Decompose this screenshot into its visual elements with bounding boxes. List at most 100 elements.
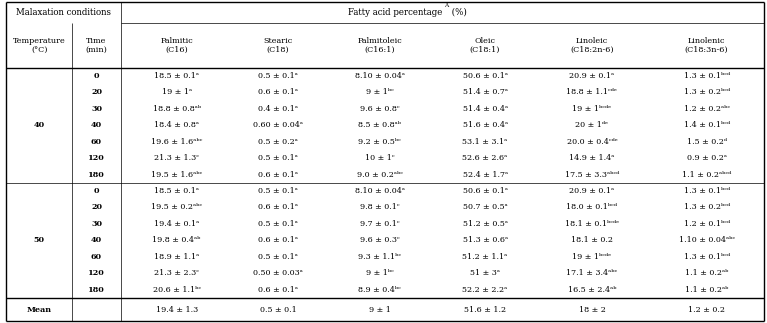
Text: 51 ± 3ᵃ: 51 ± 3ᵃ (470, 269, 500, 277)
Text: 8.9 ± 0.4ᵇᶜ: 8.9 ± 0.4ᵇᶜ (358, 286, 401, 294)
Text: 9.6 ± 0.3ᶜ: 9.6 ± 0.3ᶜ (360, 236, 400, 244)
Text: 19.6 ± 1.6ᵃᵇᶜ: 19.6 ± 1.6ᵃᵇᶜ (151, 138, 202, 146)
Text: 18.5 ± 0.1ᵃ: 18.5 ± 0.1ᵃ (154, 187, 199, 195)
Text: 0.4 ± 0.1ᵃ: 0.4 ± 0.1ᵃ (258, 105, 298, 113)
Text: 18.4 ± 0.8ᵃ: 18.4 ± 0.8ᵃ (154, 121, 199, 129)
Text: 20.0 ± 0.4ᶜᵈᵉ: 20.0 ± 0.4ᶜᵈᵉ (567, 138, 617, 146)
Text: 1.1 ± 0.2ᵃᵇᶜᵈ: 1.1 ± 0.2ᵃᵇᶜᵈ (682, 171, 731, 179)
Text: Palmitoleic
(C16:1): Palmitoleic (C16:1) (357, 36, 402, 54)
Text: 51.6 ± 0.4ᵃ: 51.6 ± 0.4ᵃ (463, 121, 508, 129)
Text: A: A (444, 3, 448, 8)
Text: 1.3 ± 0.1ᵇᶜᵈ: 1.3 ± 0.1ᵇᶜᵈ (683, 187, 729, 195)
Text: 18.0 ± 0.1ᵇᶜᵈ: 18.0 ± 0.1ᵇᶜᵈ (567, 203, 617, 212)
Text: 1.10 ± 0.04ᵃᵇᶜ: 1.10 ± 0.04ᵃᵇᶜ (679, 236, 735, 244)
Text: 9 ± 1ᵇᶜ: 9 ± 1ᵇᶜ (366, 89, 393, 97)
Text: 19 ± 1ᵃ: 19 ± 1ᵃ (162, 89, 192, 97)
Text: 18.9 ± 1.1ᵃ: 18.9 ± 1.1ᵃ (154, 253, 199, 261)
Text: 50: 50 (34, 236, 44, 244)
Text: 8.5 ± 0.8ᵃᵇ: 8.5 ± 0.8ᵃᵇ (358, 121, 401, 129)
Text: 51.3 ± 0.6ᵃ: 51.3 ± 0.6ᵃ (463, 236, 508, 244)
Text: 19 ± 1ᵇᶜᵈᵉ: 19 ± 1ᵇᶜᵈᵉ (572, 105, 611, 113)
Text: 51.2 ± 1.1ᵃ: 51.2 ± 1.1ᵃ (463, 253, 508, 261)
Text: 1.3 ± 0.1ᵇᶜᵈ: 1.3 ± 0.1ᵇᶜᵈ (683, 253, 729, 261)
Text: 51.4 ± 0.4ᵃ: 51.4 ± 0.4ᵃ (463, 105, 508, 113)
Text: 50.6 ± 0.1ᵃ: 50.6 ± 0.1ᵃ (463, 187, 508, 195)
Text: 18.1 ± 0.2: 18.1 ± 0.2 (571, 236, 613, 244)
Text: Linolenic
(C18:3n-6): Linolenic (C18:3n-6) (685, 36, 729, 54)
Text: 0.50 ± 0.03ᵃ: 0.50 ± 0.03ᵃ (253, 269, 303, 277)
Text: 8.10 ± 0.04ᵃ: 8.10 ± 0.04ᵃ (354, 72, 405, 80)
Text: 19.8 ± 0.4ᵃᵇ: 19.8 ± 0.4ᵃᵇ (153, 236, 201, 244)
Text: 30: 30 (91, 105, 102, 113)
Text: 180: 180 (88, 286, 105, 294)
Text: 60: 60 (91, 253, 102, 261)
Text: 1.5 ± 0.2ᵈ: 1.5 ± 0.2ᵈ (686, 138, 726, 146)
Text: 0.60 ± 0.04ᵃ: 0.60 ± 0.04ᵃ (253, 121, 303, 129)
Text: 9.7 ± 0.1ᶜ: 9.7 ± 0.1ᶜ (360, 220, 400, 228)
Text: 0.5 ± 0.1ᵃ: 0.5 ± 0.1ᵃ (258, 187, 298, 195)
Text: 9.2 ± 0.5ᵇᶜ: 9.2 ± 0.5ᵇᶜ (358, 138, 401, 146)
Text: 1.2 ± 0.1ᵇᶜᵈ: 1.2 ± 0.1ᵇᶜᵈ (683, 220, 729, 228)
Text: 9.0 ± 0.2ᵃᵇᶜ: 9.0 ± 0.2ᵃᵇᶜ (357, 171, 403, 179)
Text: 0.6 ± 0.1ᵃ: 0.6 ± 0.1ᵃ (258, 89, 298, 97)
Text: 17.1 ± 3.4ᵃᵇᶜ: 17.1 ± 3.4ᵃᵇᶜ (566, 269, 617, 277)
Text: Linoleic
(C18:2n-6): Linoleic (C18:2n-6) (570, 36, 614, 54)
Text: 30: 30 (91, 220, 102, 228)
Text: 1.1 ± 0.2ᵃᵇ: 1.1 ± 0.2ᵃᵇ (685, 286, 729, 294)
Text: 0.5 ± 0.1ᵃ: 0.5 ± 0.1ᵃ (258, 220, 298, 228)
Text: 0: 0 (94, 72, 99, 80)
Text: 50.7 ± 0.5ᵃ: 50.7 ± 0.5ᵃ (463, 203, 508, 212)
Text: Mean: Mean (27, 306, 51, 314)
Text: 1.4 ± 0.1ᵇᶜᵈ: 1.4 ± 0.1ᵇᶜᵈ (683, 121, 729, 129)
Text: 18.1 ± 0.1ᵇᶜᵈᵉ: 18.1 ± 0.1ᵇᶜᵈᵉ (565, 220, 619, 228)
Text: 51.6 ± 1.2: 51.6 ± 1.2 (464, 306, 506, 314)
Text: 0.6 ± 0.1ᵃ: 0.6 ± 0.1ᵃ (258, 286, 298, 294)
Text: 20.9 ± 0.1ᵃ: 20.9 ± 0.1ᵃ (569, 72, 614, 80)
Text: 19.5 ± 1.6ᵃᵇᶜ: 19.5 ± 1.6ᵃᵇᶜ (151, 171, 202, 179)
Text: Palmitic
(C16): Palmitic (C16) (160, 36, 193, 54)
Text: 14.9 ± 1.4ᵃ: 14.9 ± 1.4ᵃ (569, 154, 614, 162)
Text: 9 ± 1ᵇᶜ: 9 ± 1ᵇᶜ (366, 269, 393, 277)
Text: 19 ± 1ᵇᶜᵈᵉ: 19 ± 1ᵇᶜᵈᵉ (572, 253, 611, 261)
Text: 9.3 ± 1.1ᵇᶜ: 9.3 ± 1.1ᵇᶜ (358, 253, 401, 261)
Text: 52.2 ± 2.2ᵃ: 52.2 ± 2.2ᵃ (463, 286, 508, 294)
Text: 0.5 ± 0.1ᵃ: 0.5 ± 0.1ᵃ (258, 154, 298, 162)
Text: 1.2 ± 0.2: 1.2 ± 0.2 (688, 306, 725, 314)
Text: 19.4 ± 0.1ᵃ: 19.4 ± 0.1ᵃ (154, 220, 199, 228)
Text: 40: 40 (91, 236, 102, 244)
Text: 0.5 ± 0.1: 0.5 ± 0.1 (260, 306, 297, 314)
Text: 8.10 ± 0.04ᵃ: 8.10 ± 0.04ᵃ (354, 187, 405, 195)
Text: 0.5 ± 0.1ᵃ: 0.5 ± 0.1ᵃ (258, 253, 298, 261)
Text: 18 ± 2: 18 ± 2 (578, 306, 605, 314)
Text: 0.5 ± 0.2ᵃ: 0.5 ± 0.2ᵃ (258, 138, 298, 146)
Text: 1.2 ± 0.2ᵃᵇᶜ: 1.2 ± 0.2ᵃᵇᶜ (683, 105, 729, 113)
Text: 20: 20 (91, 89, 102, 97)
Text: 50.6 ± 0.1ᵃ: 50.6 ± 0.1ᵃ (463, 72, 508, 80)
Text: Temperature
(°C): Temperature (°C) (13, 36, 65, 54)
Text: 60: 60 (91, 138, 102, 146)
Text: 20.6 ± 1.1ᵇᶜ: 20.6 ± 1.1ᵇᶜ (153, 286, 201, 294)
Text: 21.3 ± 1.3ᶜ: 21.3 ± 1.3ᶜ (154, 154, 199, 162)
Text: 120: 120 (88, 154, 105, 162)
Text: 1.3 ± 0.2ᵇᶜᵈ: 1.3 ± 0.2ᵇᶜᵈ (683, 203, 729, 212)
Text: 18.5 ± 0.1ᵃ: 18.5 ± 0.1ᵃ (154, 72, 199, 80)
Text: 120: 120 (88, 269, 105, 277)
Text: 19.4 ± 1.3: 19.4 ± 1.3 (156, 306, 198, 314)
Text: Fatty acid percentage: Fatty acid percentage (348, 8, 443, 16)
Text: (%): (%) (449, 8, 467, 16)
Text: 10 ± 1ᶜ: 10 ± 1ᶜ (365, 154, 394, 162)
Text: 9 ± 1: 9 ± 1 (369, 306, 390, 314)
Text: 9.8 ± 0.1ᶜ: 9.8 ± 0.1ᶜ (360, 203, 400, 212)
Text: Malaxation conditions: Malaxation conditions (16, 8, 111, 16)
Text: 0.6 ± 0.1ᵃ: 0.6 ± 0.1ᵃ (258, 236, 298, 244)
Text: 20 ± 1ᵈᵉ: 20 ± 1ᵈᵉ (575, 121, 608, 129)
Text: 0.9 ± 0.2ᵃ: 0.9 ± 0.2ᵃ (686, 154, 726, 162)
Text: 53.1 ± 3.1ᵃ: 53.1 ± 3.1ᵃ (463, 138, 508, 146)
Text: 40: 40 (91, 121, 102, 129)
Text: 18.8 ± 1.1ᶜᵈᵉ: 18.8 ± 1.1ᶜᵈᵉ (567, 89, 617, 97)
Text: 1.3 ± 0.2ᵇᶜᵈ: 1.3 ± 0.2ᵇᶜᵈ (683, 89, 729, 97)
Text: 20.9 ± 0.1ᵃ: 20.9 ± 0.1ᵃ (569, 187, 614, 195)
Text: 51.2 ± 0.5ᵃ: 51.2 ± 0.5ᵃ (463, 220, 508, 228)
Text: 19.5 ± 0.2ᵃᵇᶜ: 19.5 ± 0.2ᵃᵇᶜ (151, 203, 202, 212)
Text: 0: 0 (94, 187, 99, 195)
